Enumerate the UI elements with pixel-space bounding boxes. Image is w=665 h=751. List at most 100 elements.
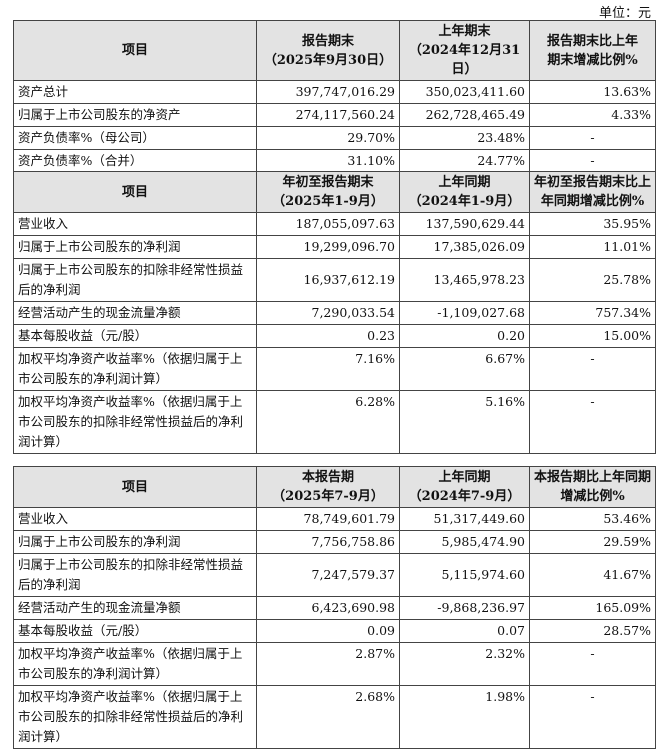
header-item: 项目	[13, 466, 257, 508]
row-value-change: 28.57%	[529, 619, 656, 643]
row-value-prior: 5.16%	[399, 390, 530, 454]
row-label: 基本每股收益（元/股）	[13, 324, 257, 348]
row-label: 资产负债率%（母公司）	[13, 126, 257, 150]
row-label: 归属于上市公司股东的扣除非经常性损益后的净利润	[13, 553, 257, 597]
row-value-change: -	[529, 642, 656, 686]
header-prior: 上年期末 （2024年12月31日）	[399, 20, 530, 81]
table-header-row: 项目 报告期末 （2025年9月30日） 上年期末 （2024年12月31日） …	[13, 20, 656, 81]
row-value-change: 53.46%	[529, 507, 656, 531]
header-change: 本报告期比上年同期 增减比例%	[529, 466, 656, 508]
row-value-prior: 5,985,474.90	[399, 530, 530, 554]
row-value-change: 13.63%	[529, 80, 656, 104]
row-label: 归属于上市公司股东的净利润	[13, 235, 257, 259]
row-value-current: 16,937,612.19	[256, 258, 400, 302]
row-value-change: 11.01%	[529, 235, 656, 259]
table-row: 归属于上市公司股东的扣除非经常性损益后的净利润 7,247,579.37 5,115…	[13, 553, 656, 597]
header-current: 本报告期 （2025年7-9月）	[256, 466, 400, 508]
row-value-change: 4.33%	[529, 103, 656, 127]
row-value-prior: 1.98%	[399, 685, 530, 749]
row-label: 归属于上市公司股东的扣除非经常性损益后的净利润	[13, 258, 257, 302]
row-value-current: 2.68%	[256, 685, 400, 749]
row-value-change: 757.34%	[529, 301, 656, 325]
row-value-change: -	[529, 347, 656, 391]
table-row: 营业收入 187,055,097.63 137,590,629.44 35.95%	[13, 212, 656, 236]
table-row: 资产负债率%（母公司） 29.70% 23.48% -	[13, 126, 656, 150]
row-value-current: 6.28%	[256, 390, 400, 454]
row-value-change: 165.09%	[529, 596, 656, 620]
row-label: 归属于上市公司股东的净资产	[13, 103, 257, 127]
row-value-current: 397,747,016.29	[256, 80, 400, 104]
table-row: 归属于上市公司股东的净资产 274,117,560.24 262,728,465.4…	[13, 103, 656, 127]
header-prior: 上年同期 （2024年1-9月）	[399, 171, 530, 213]
row-value-change: -	[529, 390, 656, 454]
row-value-prior: 262,728,465.49	[399, 103, 530, 127]
row-value-prior: 137,590,629.44	[399, 212, 530, 236]
row-value-prior: -1,109,027.68	[399, 301, 530, 325]
row-value-prior: 0.07	[399, 619, 530, 643]
header-item: 项目	[13, 171, 257, 213]
row-value-prior: 350,023,411.60	[399, 80, 530, 104]
ytd-income-table: 项目 年初至报告期末 （2025年1-9月） 上年同期 （2024年1-9月） …	[13, 171, 656, 454]
row-value-change: 29.59%	[529, 530, 656, 554]
row-value-current: 7,756,758.86	[256, 530, 400, 554]
table-row: 归属于上市公司股东的净利润 19,299,096.70 17,385,026.09 1…	[13, 235, 656, 259]
row-label: 营业收入	[13, 212, 257, 236]
table-row: 基本每股收益（元/股） 0.23 0.20 15.00%	[13, 324, 656, 348]
quarter-income-table: 项目 本报告期 （2025年7-9月） 上年同期 （2024年7-9月） 本报告…	[13, 466, 656, 749]
row-value-prior: -9,868,236.97	[399, 596, 530, 620]
row-value-prior: 24.77%	[399, 149, 530, 173]
table-row: 基本每股收益（元/股） 0.09 0.07 28.57%	[13, 619, 656, 643]
row-value-current: 0.23	[256, 324, 400, 348]
header-current: 报告期末 （2025年9月30日）	[256, 20, 400, 81]
row-value-current: 78,749,601.79	[256, 507, 400, 531]
table-row: 经营活动产生的现金流量净额 7,290,033.54 -1,109,027.68 75…	[13, 301, 656, 325]
row-value-change: -	[529, 126, 656, 150]
table-row: 资产负债率%（合并） 31.10% 24.77% -	[13, 149, 656, 173]
row-value-prior: 17,385,026.09	[399, 235, 530, 259]
header-current: 年初至报告期末 （2025年1-9月）	[256, 171, 400, 213]
row-value-change: -	[529, 685, 656, 749]
row-label: 营业收入	[13, 507, 257, 531]
row-value-current: 7,247,579.37	[256, 553, 400, 597]
table-header-row: 项目 年初至报告期末 （2025年1-9月） 上年同期 （2024年1-9月） …	[13, 171, 656, 213]
table-row: 资产总计 397,747,016.29 350,023,411.60 13.63%	[13, 80, 656, 104]
table-row: 经营活动产生的现金流量净额 6,423,690.98 -9,868,236.97 16…	[13, 596, 656, 620]
row-value-prior: 6.67%	[399, 347, 530, 391]
row-value-prior: 2.32%	[399, 642, 530, 686]
row-label: 经营活动产生的现金流量净额	[13, 301, 257, 325]
row-label: 资产总计	[13, 80, 257, 104]
row-value-change: 35.95%	[529, 212, 656, 236]
row-value-prior: 5,115,974.60	[399, 553, 530, 597]
header-prior: 上年同期 （2024年7-9月）	[399, 466, 530, 508]
row-label: 加权平均净资产收益率%（依据归属于上市公司股东的扣除非经常性损益后的净利润计算）	[13, 390, 257, 454]
row-label: 基本每股收益（元/股）	[13, 619, 257, 643]
row-value-current: 2.87%	[256, 642, 400, 686]
table-header-row: 项目 本报告期 （2025年7-9月） 上年同期 （2024年7-9月） 本报告…	[13, 466, 656, 508]
row-label: 经营活动产生的现金流量净额	[13, 596, 257, 620]
header-change: 年初至报告期末比上 年同期增减比例%	[529, 171, 656, 213]
row-value-current: 19,299,096.70	[256, 235, 400, 259]
header-item: 项目	[13, 20, 257, 81]
row-value-change: 15.00%	[529, 324, 656, 348]
row-value-change: 25.78%	[529, 258, 656, 302]
row-value-current: 187,055,097.63	[256, 212, 400, 236]
row-value-change: 41.67%	[529, 553, 656, 597]
row-value-current: 7,290,033.54	[256, 301, 400, 325]
header-change: 报告期末比上年 期末增减比例%	[529, 20, 656, 81]
table-row: 营业收入 78,749,601.79 51,317,449.60 53.46%	[13, 507, 656, 531]
table-row: 加权平均净资产收益率%（依据归属于上市公司股东的扣除非经常性损益后的净利润计算）…	[13, 390, 656, 454]
row-value-current: 6,423,690.98	[256, 596, 400, 620]
table-row: 归属于上市公司股东的扣除非经常性损益后的净利润 16,937,612.19 13,4…	[13, 258, 656, 302]
row-value-prior: 13,465,978.23	[399, 258, 530, 302]
row-value-prior: 0.20	[399, 324, 530, 348]
row-value-current: 31.10%	[256, 149, 400, 173]
row-value-current: 7.16%	[256, 347, 400, 391]
row-value-prior: 23.48%	[399, 126, 530, 150]
row-value-current: 29.70%	[256, 126, 400, 150]
row-label: 加权平均净资产收益率%（依据归属于上市公司股东的净利润计算）	[13, 347, 257, 391]
table-row: 加权平均净资产收益率%（依据归属于上市公司股东的净利润计算） 2.87% 2.32%…	[13, 642, 656, 686]
row-label: 加权平均净资产收益率%（依据归属于上市公司股东的扣除非经常性损益后的净利润计算）	[13, 685, 257, 749]
row-value-prior: 51,317,449.60	[399, 507, 530, 531]
row-label: 资产负债率%（合并）	[13, 149, 257, 173]
row-label: 归属于上市公司股东的净利润	[13, 530, 257, 554]
